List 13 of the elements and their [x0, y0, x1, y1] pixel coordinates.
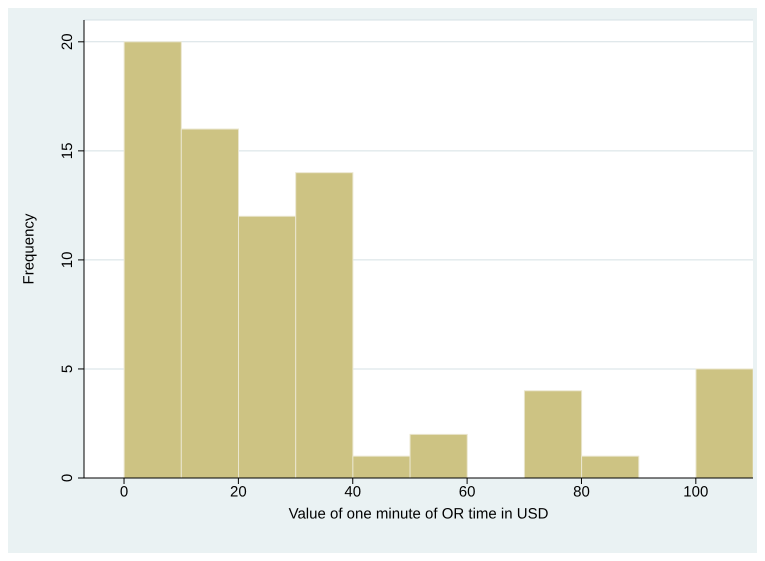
x-tick-label: 20	[230, 484, 247, 501]
x-axis-title: Value of one minute of OR time in USD	[288, 506, 549, 523]
y-tick-label: 0	[59, 474, 76, 482]
x-tick-label: 0	[120, 484, 128, 501]
y-tick-label: 5	[59, 364, 76, 374]
y-tick-label: 20	[59, 33, 76, 50]
x-tick-label: 40	[344, 484, 362, 501]
y-axis-title: Frequency	[20, 213, 38, 284]
y-tick-label: 10	[59, 252, 76, 268]
x-tick-label: 80	[573, 484, 590, 501]
x-tick-label: 60	[458, 484, 476, 501]
y-tick-label: 15	[59, 142, 76, 160]
x-tick-label: 100	[683, 484, 708, 501]
